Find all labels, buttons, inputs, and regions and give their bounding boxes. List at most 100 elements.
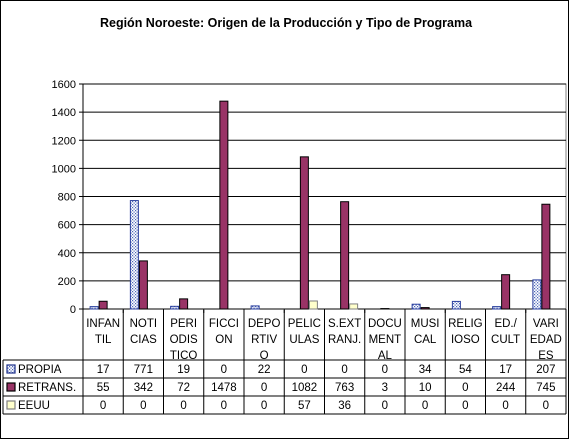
data-label: 17 — [499, 364, 512, 376]
data-label: 1082 — [292, 382, 318, 394]
data-label: 55 — [97, 382, 110, 394]
category-label-line: ODIS — [170, 334, 198, 346]
bar-eeuu — [308, 300, 318, 310]
data-label: 0 — [341, 364, 347, 376]
category-label-line: DEPO — [248, 318, 281, 330]
y-tick-label: 800 — [58, 192, 76, 204]
data-label: 3 — [382, 382, 388, 394]
bar-retrans — [501, 274, 511, 310]
data-label: 0 — [543, 400, 549, 412]
bar-retrans — [299, 156, 309, 310]
data-label: 36 — [338, 400, 351, 412]
y-tick-label: 1400 — [52, 107, 76, 119]
category-label-line: INFAN — [86, 318, 120, 330]
data-label: 54 — [459, 364, 472, 376]
data-label: 10 — [419, 382, 432, 394]
data-label: 0 — [180, 400, 186, 412]
bar-retrans — [219, 100, 229, 310]
category-label-line: CAL — [414, 334, 437, 346]
data-label: 0 — [422, 400, 428, 412]
category-label-line: EDAD — [530, 334, 562, 346]
category-label: DOCU MENT AL — [368, 318, 402, 362]
category-label-line: RELIG — [448, 318, 483, 330]
legend-label: PROPIA — [18, 364, 62, 376]
y-tick-label: 400 — [58, 248, 76, 260]
y-tick-label: 200 — [58, 276, 76, 288]
category-label: PELIC ULAS — [288, 318, 321, 346]
category-label-line: FICCI — [209, 318, 239, 330]
data-label: 763 — [335, 382, 354, 394]
y-tick-label: 1000 — [52, 163, 76, 175]
category-label-line: IOSO — [451, 334, 480, 346]
data-label: 34 — [419, 364, 432, 376]
bar-retrans — [541, 203, 551, 310]
bar-propia — [492, 306, 502, 310]
category-label-line: RANJ. — [328, 334, 361, 346]
category-label: VARI EDAD ES — [530, 318, 562, 362]
bar-retrans — [179, 298, 189, 310]
category-label-line: RTIV — [251, 334, 277, 346]
data-table: INFAN TIL NOTI CIAS PERI ODIS TICO FICCI ON DEPO R… — [2, 310, 567, 415]
data-label: 207 — [536, 364, 555, 376]
data-label: 0 — [382, 400, 388, 412]
category-label-line: O — [260, 350, 269, 362]
data-label: 0 — [462, 400, 468, 412]
y-tick-label: 1200 — [52, 135, 76, 147]
category-label: INFAN TIL — [86, 318, 120, 346]
category-label: DEPO RTIV O — [248, 318, 281, 362]
category-label-line: ON — [215, 334, 232, 346]
data-label: 0 — [261, 400, 267, 412]
data-label: 745 — [536, 382, 555, 394]
bar-propia — [411, 303, 421, 310]
data-label: 244 — [496, 382, 516, 394]
bar-retrans — [138, 260, 148, 310]
bar-propia — [89, 306, 99, 310]
data-label: 0 — [301, 364, 307, 376]
chart-title: Región Noroeste: Origen de la Producción… — [100, 16, 473, 30]
plot-area: 0 200 400 600 800 1000 1200 1400 1600 — [52, 79, 567, 316]
category-label: MUSI CAL — [411, 318, 440, 346]
data-label: 17 — [97, 364, 110, 376]
data-label: 0 — [140, 400, 146, 412]
category-label: ED./ CULT — [491, 318, 520, 346]
y-tick-label: 1600 — [52, 79, 76, 91]
data-label: 57 — [298, 400, 311, 412]
category-label-line: VARI — [533, 318, 559, 330]
data-label: 1478 — [211, 382, 237, 394]
data-label: 342 — [134, 382, 153, 394]
category-label: NOTI CIAS — [130, 318, 157, 346]
data-label: 72 — [177, 382, 190, 394]
legend-label: RETRANS. — [18, 382, 76, 394]
bar-propia — [129, 200, 139, 310]
category-label-line: PERI — [170, 318, 197, 330]
bar-retrans — [98, 300, 108, 310]
data-label: 0 — [100, 400, 106, 412]
bar-retrans — [340, 201, 350, 310]
legend-key — [6, 364, 16, 374]
category-label: PERI ODIS TICO — [170, 318, 198, 362]
category-label-line: ULAS — [289, 334, 319, 346]
bar-retrans — [420, 307, 430, 310]
data-label: 0 — [502, 400, 508, 412]
category-label: RELIG IOSO — [448, 318, 483, 346]
bar-propia — [451, 300, 461, 310]
bar-eeuu — [349, 303, 359, 310]
data-label: 0 — [221, 400, 227, 412]
category-label-line: AL — [378, 350, 393, 362]
category-label-line: CIAS — [130, 334, 157, 346]
category-label-line: NOTI — [130, 318, 157, 330]
y-tick-label: 600 — [58, 220, 76, 232]
category-label: FICCI ON — [209, 318, 239, 346]
bar-propia — [170, 305, 180, 310]
data-label: 22 — [258, 364, 271, 376]
bar-propia — [532, 279, 542, 310]
category-label-line: MUSI — [411, 318, 440, 330]
category-label-line: MENT — [369, 334, 402, 346]
y-tick-label: 0 — [70, 304, 76, 316]
category-label: S.EXT RANJ. — [328, 318, 361, 346]
bar-propia — [250, 305, 260, 310]
category-label-line: PELIC — [288, 318, 321, 330]
category-label-line: S.EXT — [328, 318, 361, 330]
data-label: 0 — [382, 364, 388, 376]
